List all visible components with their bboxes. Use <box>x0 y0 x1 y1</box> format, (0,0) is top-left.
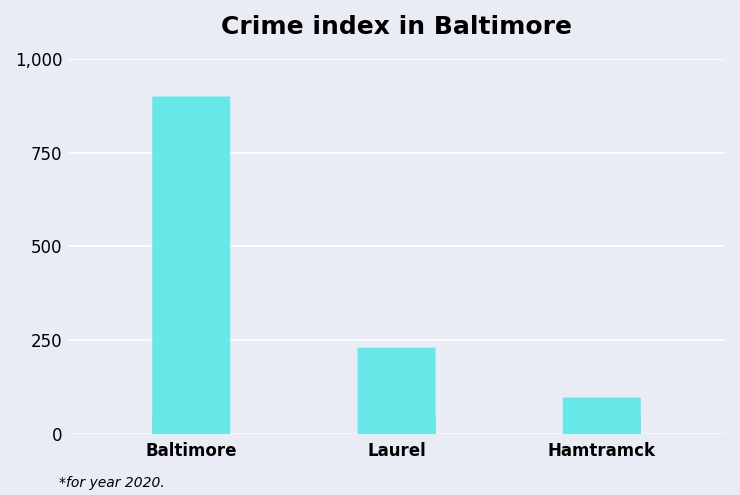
Title: Crime index in Baltimore: Crime index in Baltimore <box>221 15 572 39</box>
FancyBboxPatch shape <box>563 416 641 434</box>
FancyBboxPatch shape <box>357 416 436 434</box>
FancyBboxPatch shape <box>152 97 230 434</box>
FancyBboxPatch shape <box>152 416 230 434</box>
Text: *for year 2020.: *for year 2020. <box>59 476 165 490</box>
FancyBboxPatch shape <box>563 397 641 434</box>
FancyBboxPatch shape <box>357 347 436 434</box>
